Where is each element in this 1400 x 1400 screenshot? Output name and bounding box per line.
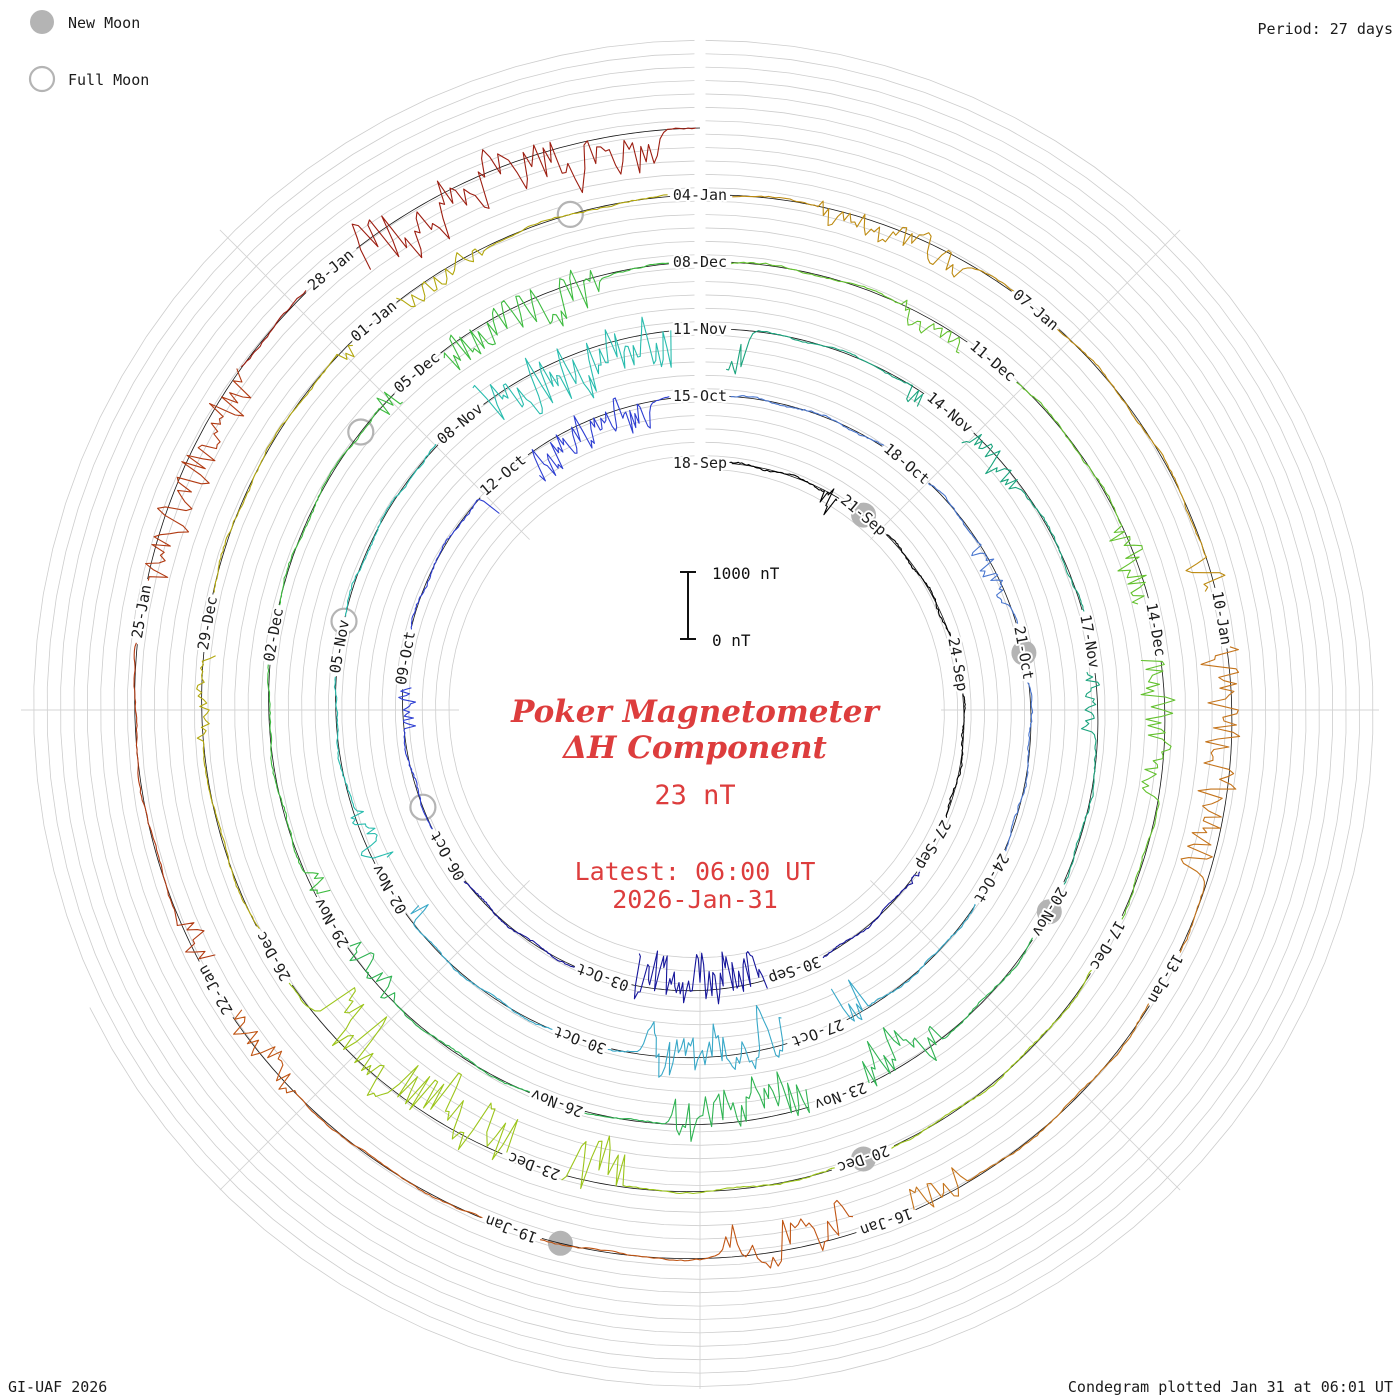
full-moon-marker — [330, 607, 358, 635]
data-trace-segment — [410, 903, 976, 1078]
date-label-26-Nov: 26-Nov — [528, 1085, 585, 1120]
date-label-23-Dec: 23-Dec — [505, 1148, 562, 1183]
date-label-29-Dec: 29-Dec — [194, 595, 221, 651]
current-value: 23 nT — [654, 780, 735, 811]
date-label-20-Nov: 20-Nov — [1028, 884, 1071, 940]
chart-title-line2: ΔH Component — [561, 730, 827, 766]
legend: New Moon Full Moon — [28, 10, 149, 93]
date-label-25-Jan: 25-Jan — [128, 583, 155, 639]
data-trace-segment — [333, 316, 672, 859]
date-label-18-Oct: 18-Oct — [880, 439, 933, 488]
data-trace-segment — [349, 937, 1033, 1142]
data-trace-segment — [729, 461, 966, 818]
data-trace-segment — [196, 194, 668, 930]
data-trace-segment — [398, 396, 670, 830]
data-trace-segment — [233, 1009, 854, 1269]
new-moon-marker — [1036, 899, 1062, 925]
date-label-16-Jan: 16-Jan — [858, 1204, 915, 1239]
full-moon-legend-label: Full Moon — [68, 71, 149, 89]
date-label-29-Nov: 29-Nov — [310, 895, 353, 951]
date-label-30-Oct: 30-Oct — [551, 1022, 608, 1057]
date-label-04-Jan: 04-Jan — [673, 186, 727, 204]
date-label-07-Jan: 07-Jan — [1009, 285, 1062, 334]
date-label-02-Dec: 02-Dec — [260, 607, 287, 663]
date-label-02-Nov: 02-Nov — [368, 861, 411, 917]
grid-spoke — [870, 880, 1181, 1191]
full-moon-legend-icon — [28, 65, 56, 93]
plotted-timestamp: Condegram plotted Jan 31 at 06:01 UT — [1068, 1378, 1393, 1396]
new-moon-legend-icon — [30, 10, 54, 34]
date-label-24-Oct: 24-Oct — [970, 850, 1013, 906]
data-trace-segment — [240, 127, 696, 368]
data-trace-segment — [726, 330, 1101, 885]
date-label-15-Oct: 15-Oct — [673, 387, 727, 405]
date-label-30-Sep: 30-Sep — [766, 952, 823, 987]
scale-bottom-label: 0 nT — [712, 631, 751, 650]
data-trace-segment — [731, 261, 1176, 920]
data-trace-segment — [908, 646, 1241, 1210]
new-moon-marker — [1011, 640, 1037, 666]
date-label-06-Oct: 06-Oct — [426, 828, 469, 884]
new-moon-legend-label: New Moon — [68, 14, 140, 32]
date-label-08-Dec: 08-Dec — [673, 253, 727, 271]
scale-top-label: 1000 nT — [712, 564, 780, 583]
credit-label: GI-UAF 2026 — [8, 1378, 107, 1396]
data-trace-layer — [133, 127, 1241, 1269]
chart-title-line1: Poker Magnetometer — [510, 694, 881, 730]
date-label-22-Jan: 22-Jan — [194, 962, 237, 1018]
date-label-10-Jan: 10-Jan — [1208, 590, 1235, 646]
data-trace-segment — [267, 262, 669, 895]
date-label-11-Dec: 11-Dec — [966, 337, 1019, 386]
latest-time: Latest: 06:00 UT — [575, 857, 816, 886]
new-moon-marker — [851, 502, 877, 528]
grid-spoke — [219, 229, 530, 540]
date-label-13-Jan: 13-Jan — [1144, 951, 1187, 1007]
latest-date: 2026-Jan-31 — [612, 885, 778, 914]
data-trace-segment — [463, 871, 921, 1005]
date-label-26-Dec: 26-Dec — [252, 928, 295, 984]
date-label-11-Nov: 11-Nov — [673, 320, 727, 338]
date-label-14-Nov: 14-Nov — [923, 388, 976, 437]
seam-gap — [694, 30, 706, 470]
data-trace-segment — [288, 969, 1092, 1195]
scale-bar: 1000 nT 0 nT — [680, 564, 780, 650]
new-moon-marker — [850, 1146, 876, 1172]
data-trace-segment — [730, 395, 1034, 852]
data-trace-segment — [133, 368, 252, 960]
date-label-17-Dec: 17-Dec — [1086, 917, 1129, 973]
grid-spiral — [33, 39, 1374, 1387]
center-annotation: Poker Magnetometer ΔH Component 23 nT La… — [510, 694, 881, 914]
date-label-19-Jan: 19-Jan — [483, 1211, 540, 1246]
date-label-05-Nov: 05-Nov — [326, 618, 353, 674]
date-label-14-Dec: 14-Dec — [1142, 601, 1169, 657]
date-label-17-Nov: 17-Nov — [1076, 613, 1103, 669]
grid-spoke — [870, 229, 1181, 540]
date-label-21-Sep: 21-Sep — [837, 491, 890, 540]
data-trace-segment — [732, 195, 1226, 592]
date-label-18-Sep: 18-Sep — [673, 454, 727, 472]
period-label: Period: 27 days — [1258, 20, 1393, 38]
date-label-09-Oct: 09-Oct — [392, 630, 419, 686]
date-label-27-Sep: 27-Sep — [912, 817, 955, 873]
date-label-27-Oct: 27-Oct — [789, 1015, 846, 1050]
date-label-24-Sep: 24-Sep — [944, 636, 971, 692]
date-label-23-Nov: 23-Nov — [812, 1078, 869, 1113]
date-label-03-Oct: 03-Oct — [574, 959, 631, 994]
